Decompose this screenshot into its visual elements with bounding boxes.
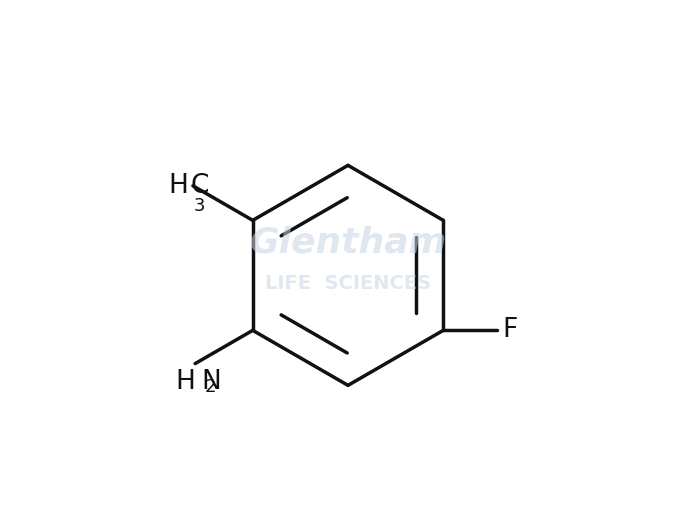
Text: Glentham: Glentham bbox=[249, 225, 447, 259]
Text: H: H bbox=[168, 173, 188, 199]
Text: H: H bbox=[175, 369, 195, 395]
Text: N: N bbox=[201, 369, 221, 395]
Text: 2: 2 bbox=[205, 378, 216, 396]
Text: LIFE  SCIENCES: LIFE SCIENCES bbox=[265, 274, 431, 293]
Text: F: F bbox=[502, 317, 517, 343]
Text: 3: 3 bbox=[194, 197, 205, 215]
Text: C: C bbox=[191, 173, 209, 199]
